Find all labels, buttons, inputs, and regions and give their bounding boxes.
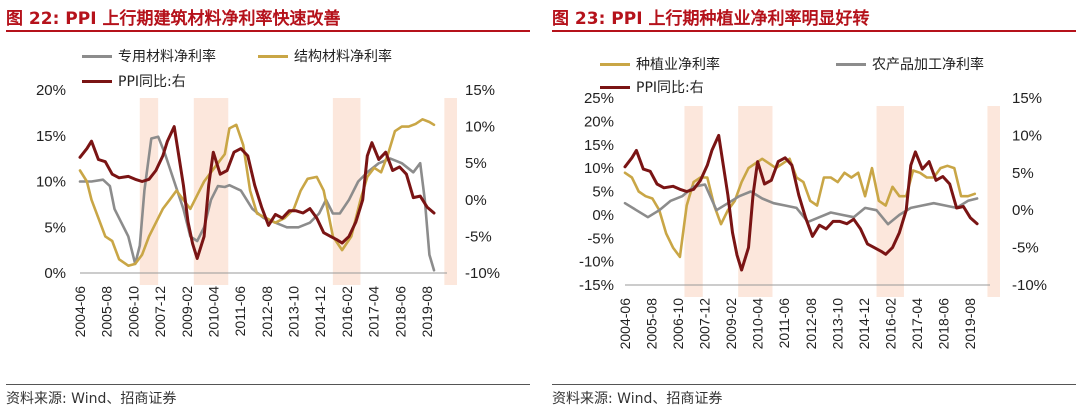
right-shaded-band-1 (684, 106, 703, 297)
right-x-tick-label: 2006-10 (670, 298, 686, 350)
left-footer-rule (6, 384, 530, 385)
right-x-tick-label: 2016-02 (882, 298, 898, 350)
left-y-left-tick-label: 15% (36, 128, 66, 145)
left-y-right-tick-label: -5% (465, 228, 492, 245)
left-x-tick-label: 2012-08 (259, 286, 275, 338)
right-y-left-tick-label: 20% (584, 113, 614, 130)
right-title-rule (552, 30, 1076, 32)
right-x-tick-label: 2019-08 (962, 298, 978, 350)
right-x-tick-label: 2005-08 (644, 298, 660, 350)
right-y-left-tick-label: 10% (584, 160, 614, 177)
left-x-tick-label: 2011-06 (232, 286, 248, 337)
right-legend-swatch-2 (836, 62, 866, 66)
left-legend-swatch-2 (258, 54, 288, 58)
left-x-tick-label: 2018-06 (392, 286, 408, 338)
left-x-tick-label: 2019-08 (419, 286, 435, 338)
right-legend-item-2: 农产品加工净利率 (836, 54, 984, 74)
right-y-right-tick-label: -10% (1012, 277, 1047, 294)
left-y-right-tick-label: 10% (465, 119, 495, 136)
right-source-note: 资料来源: Wind、招商证券 (552, 391, 723, 407)
right-chart-group: 25% 20% 15% 10% 5% 0% -5% -10% -15% 15% 10% 5% 0% -5%… (579, 90, 1047, 349)
right-y-left-tick-label: -5% (587, 230, 614, 247)
right-y-right-tick-label: 15% (1012, 90, 1042, 107)
left-legend-label-3: PPI同比:右 (118, 74, 186, 90)
right-y-left-tick-label: -15% (579, 277, 614, 294)
right-y-right-tick-label: 5% (1012, 165, 1034, 182)
left-series-line-2 (78, 118, 436, 268)
left-x-tick-label: 2007-12 (152, 286, 168, 338)
left-y-right-tick-label: -10% (465, 265, 500, 282)
left-y-left-tick-label: 10% (36, 174, 66, 191)
right-y-right-tick-label: -5% (1012, 240, 1039, 257)
left-chart-group: 20% 15% 10% 5% 0% 15% 10% 5% 0% -5% -10% 2004-06 200… (36, 82, 500, 337)
right-y-left-tick-label: 15% (584, 137, 614, 154)
left-x-tick-label: 2013-10 (286, 286, 302, 338)
right-legend-label-3: PPI同比:右 (636, 80, 704, 96)
left-y-right-tick-label: 0% (465, 192, 487, 209)
right-x-tick-label: 2013-10 (829, 298, 845, 350)
right-series-line-1 (623, 157, 977, 259)
left-y-right-tick-label: 5% (465, 155, 487, 172)
left-x-tick-label: 2006-10 (125, 286, 141, 338)
right-y-left-tick-label: 5% (592, 184, 614, 201)
left-legend-item-1: 专用材料净利率 (82, 46, 216, 66)
left-shaded-band-3 (332, 98, 361, 285)
right-footer-rule (552, 384, 1076, 385)
right-series-line-3 (623, 133, 979, 272)
left-x-tick-label: 2014-12 (312, 286, 328, 338)
left-title-rule (6, 30, 530, 32)
right-x-tick-label: 2007-12 (697, 298, 713, 350)
left-legend-label-1: 专用材料净利率 (118, 49, 216, 65)
right-legend-swatch-3 (600, 85, 630, 89)
right-shaded-band-4 (987, 106, 1000, 297)
right-x-tick-label: 2009-02 (723, 298, 739, 350)
left-legend-label-2: 结构材料净利率 (294, 49, 392, 65)
left-y-left-tick-label: 5% (44, 219, 66, 236)
left-y-left-tick-label: 20% (36, 82, 66, 99)
right-series-line-2 (623, 183, 979, 226)
left-y-right-tick-label: 15% (465, 82, 495, 99)
left-legend-item-2: 结构材料净利率 (258, 46, 392, 66)
left-x-tick-label: 2010-04 (205, 286, 221, 338)
right-x-tick-label: 2012-08 (803, 298, 819, 350)
left-series-line-3 (78, 125, 436, 260)
left-chart-title: 图 22: PPI 上行期建筑材料净利率快速改善 (6, 9, 341, 29)
right-legend-swatch-1 (600, 62, 630, 66)
right-legend-item-3: PPI同比:右 (600, 77, 704, 97)
right-legend-label-2: 农产品加工净利率 (872, 57, 984, 73)
left-y-left-tick-label: 0% (44, 265, 66, 282)
right-x-tick-label: 2004-06 (617, 298, 633, 350)
right-y-left-tick-label: 25% (584, 90, 614, 107)
left-legend-item-3: PPI同比:右 (82, 71, 186, 91)
left-x-tick-label: 2005-08 (99, 286, 115, 338)
left-x-tick-label: 2004-06 (72, 286, 88, 338)
right-y-left-tick-label: -10% (579, 254, 614, 271)
left-source-note: 资料来源: Wind、招商证券 (6, 391, 177, 407)
right-y-right-tick-label: 0% (1012, 202, 1034, 219)
right-y-left-tick-label: 0% (592, 207, 614, 224)
right-legend-label-1: 种植业净利率 (636, 57, 720, 73)
right-x-tick-label: 2010-04 (750, 298, 766, 350)
right-x-tick-label: 2018-06 (935, 298, 951, 350)
right-x-tick-label: 2014-12 (856, 298, 872, 350)
left-x-tick-label: 2016-02 (339, 286, 355, 338)
left-shaded-band-1 (139, 98, 159, 285)
right-chart-title: 图 23: PPI 上行期种植业净利率明显好转 (552, 9, 870, 29)
right-x-tick-label: 2011-06 (776, 298, 792, 349)
left-legend-swatch-3 (82, 79, 112, 83)
left-legend-swatch-1 (82, 54, 112, 58)
right-legend-item-1: 种植业净利率 (600, 54, 720, 74)
right-y-right-tick-label: 10% (1012, 127, 1042, 144)
left-shaded-band-4 (444, 98, 457, 285)
left-x-tick-label: 2017-04 (366, 286, 382, 338)
right-x-tick-label: 2017-04 (909, 298, 925, 350)
left-x-tick-label: 2009-02 (179, 286, 195, 338)
